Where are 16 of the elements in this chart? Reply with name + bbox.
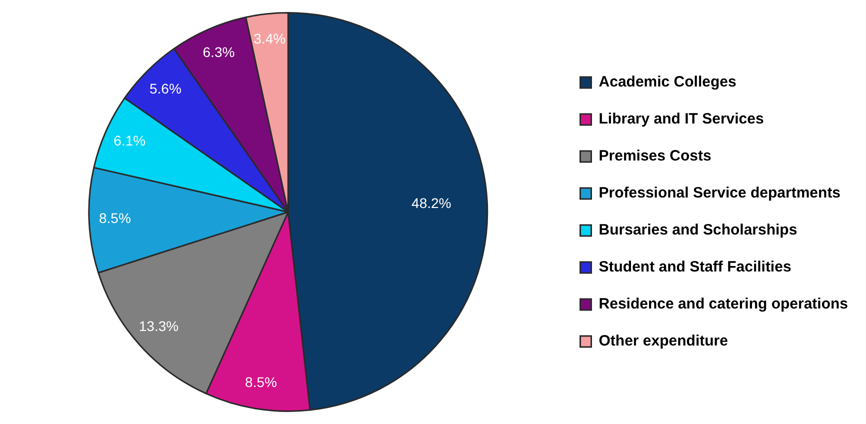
data-label: 48.2% [412,194,452,211]
data-label: 8.5% [245,374,277,390]
data-label: 3.4% [254,30,286,46]
legend-label: Professional Service departments [598,184,841,202]
data-label: 13.3% [138,318,179,334]
legend-label: Bursaries and Scholarships [598,222,798,239]
data-label: 8.5% [98,210,131,226]
data-label: 5.6% [150,80,182,96]
legend-label: Library and IT Services [598,110,764,128]
legend-label: Premises Costs [598,148,712,165]
data-label: 6.1% [114,132,146,149]
legend-label: Academic Colleges [598,74,736,91]
legend-label: Other expenditure [598,332,728,350]
legend-label: Student and Staff Facilities [598,258,792,276]
legend-label: Residence and catering operations [598,296,848,313]
data-label: 6.3% [202,44,235,60]
